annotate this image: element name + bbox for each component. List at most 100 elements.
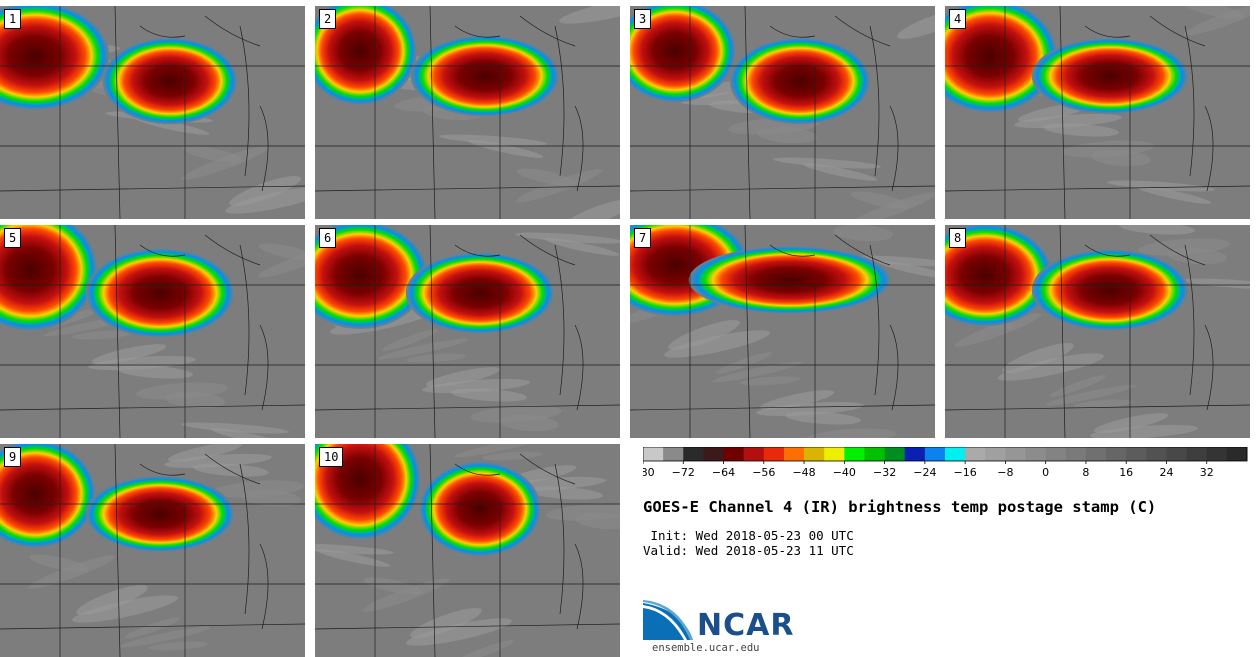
storm-cell <box>315 6 417 105</box>
colorbar-tick-label: −64 <box>712 466 735 479</box>
panel-label: 1 <box>4 9 22 29</box>
colorbar-swatch <box>643 447 664 461</box>
colorbar-swatch <box>1146 447 1167 461</box>
colorbar-tick-label: −72 <box>672 466 695 479</box>
ir-map <box>0 6 305 219</box>
init-time: Init: Wed 2018-05-23 00 UTC <box>643 528 854 543</box>
panel-8: 8 <box>945 225 1250 438</box>
panel-label: 8 <box>949 228 967 248</box>
ir-map <box>315 6 620 219</box>
panel-label: 5 <box>4 228 22 248</box>
colorbar-swatch <box>1106 447 1127 461</box>
colorbar-swatch <box>1065 447 1087 461</box>
colorbar-swatch <box>1005 447 1027 461</box>
colorbar-swatch <box>965 447 986 461</box>
storm-cell <box>945 6 1058 113</box>
panel-label: 3 <box>634 9 652 29</box>
panel-6: 6 <box>315 225 620 438</box>
ncar-logo-text: NCAR <box>697 608 795 643</box>
colorbar-swatch <box>904 447 926 461</box>
storm-cell <box>419 461 541 557</box>
colorbar-swatch <box>1025 447 1047 461</box>
colorbar-swatch <box>663 447 684 461</box>
ir-map <box>630 225 935 438</box>
colorbar-swatch <box>1226 447 1248 461</box>
ir-map <box>945 225 1250 438</box>
panel-9: 9 <box>0 444 305 657</box>
colorbar-swatch <box>703 447 725 461</box>
ncar-url: ensemble.ucar.edu <box>652 642 760 654</box>
storm-cell <box>85 248 235 338</box>
ir-map <box>0 225 305 438</box>
colorbar-swatch <box>824 447 845 461</box>
colorbar-tick-label: 8 <box>1082 466 1089 479</box>
colorbar-swatch <box>924 447 946 461</box>
colorbar-swatch <box>743 447 765 461</box>
panel-7: 7 <box>630 225 935 438</box>
panel-3: 3 <box>630 6 935 219</box>
panel-label: 10 <box>319 447 344 467</box>
colorbar-tick-label: −16 <box>954 466 977 479</box>
colorbar-swatch <box>1045 447 1067 461</box>
colorbar-tick-label: 32 <box>1200 466 1214 479</box>
panel-1: 1 <box>0 6 305 219</box>
storm-cell <box>1031 38 1189 114</box>
colorbar-tick-label: −8 <box>997 466 1013 479</box>
colorbar-swatch <box>723 447 745 461</box>
chart-title: GOES-E Channel 4 (IR) brightness temp po… <box>643 498 1157 516</box>
storm-cell <box>729 37 871 125</box>
panel-10: 10 <box>315 444 620 657</box>
colorbar-swatch <box>1186 447 1208 461</box>
panel-2: 2 <box>315 6 620 219</box>
storm-cell <box>410 35 560 117</box>
panel-4: 4 <box>945 6 1250 219</box>
colorbar-swatch <box>985 447 1006 461</box>
storm-cell <box>315 225 428 329</box>
storm-cell <box>1031 249 1189 331</box>
colorbar-swatch <box>763 447 785 461</box>
colorbar-tick-label: 0 <box>1042 466 1049 479</box>
panel-label: 2 <box>319 9 337 29</box>
storm-cell <box>405 252 555 334</box>
colorbar-swatch <box>884 447 906 461</box>
colorbar-swatch <box>683 447 704 461</box>
panel-label: 7 <box>634 228 652 248</box>
panel-label: 6 <box>319 228 337 248</box>
colorbar-tick-label: 16 <box>1119 466 1133 479</box>
colorbar-swatch <box>1126 447 1147 461</box>
storm-cell <box>0 225 98 331</box>
storm-cell <box>315 444 421 540</box>
colorbar-swatch <box>1166 447 1188 461</box>
ir-map <box>315 444 620 657</box>
storm-cell <box>85 476 235 552</box>
colorbar-swatch <box>1206 447 1228 461</box>
storm-cell <box>0 444 96 548</box>
colorbar-swatch <box>783 447 805 461</box>
panel-label: 4 <box>949 9 967 29</box>
colorbar-tick-label: −48 <box>792 466 815 479</box>
ir-map <box>0 444 305 657</box>
storm-cell <box>688 246 892 314</box>
storm-cell <box>630 6 736 103</box>
colorbar-swatch <box>844 447 865 461</box>
colorbar-tick-label: −32 <box>873 466 896 479</box>
valid-time: Valid: Wed 2018-05-23 11 UTC <box>643 543 854 558</box>
colorbar-tick-label: −56 <box>752 466 775 479</box>
colorbar-swatch <box>864 447 886 461</box>
panel-label: 9 <box>4 447 22 467</box>
colorbar-tick-label: −80 <box>643 466 655 479</box>
colorbar-swatch <box>945 447 966 461</box>
storm-cell <box>0 6 110 110</box>
storm-cell <box>945 225 1053 327</box>
colorbar-swatch <box>1085 447 1107 461</box>
colorbar-tick-label: −40 <box>833 466 856 479</box>
ir-map <box>945 6 1250 219</box>
ir-map <box>630 6 935 219</box>
storm-cell <box>102 37 238 125</box>
panel-5: 5 <box>0 225 305 438</box>
colorbar-tick-label: 24 <box>1159 466 1173 479</box>
ir-map <box>315 225 620 438</box>
ncar-logo-icon <box>643 600 693 640</box>
colorbar-swatch <box>804 447 825 461</box>
